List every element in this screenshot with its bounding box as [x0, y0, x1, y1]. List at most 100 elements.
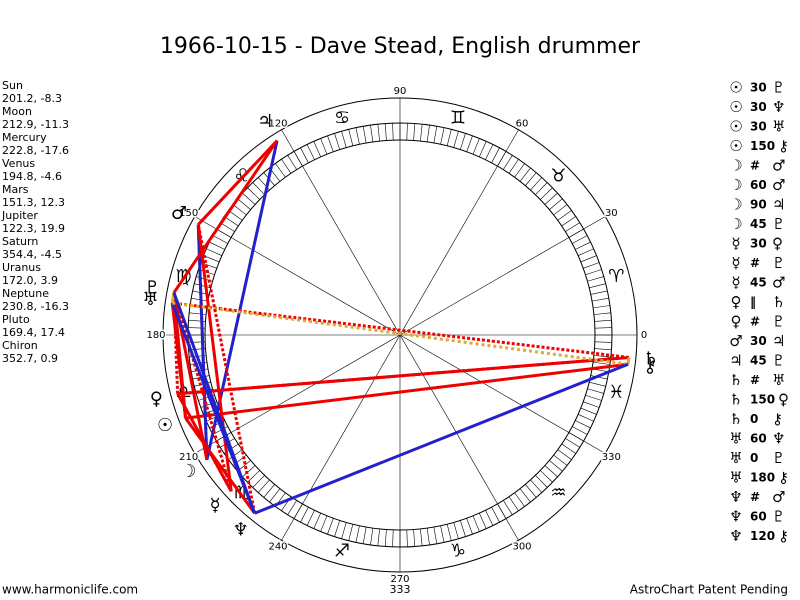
planet-position: 169.4, 17.4: [2, 326, 65, 339]
aspect-type: 180: [750, 471, 775, 485]
degree-label: 300: [512, 541, 531, 552]
band-tick: [479, 141, 487, 157]
planet-glyph: ♆: [233, 519, 249, 540]
aspect-planet-1: ♅: [729, 449, 742, 467]
band-tick: [348, 129, 354, 146]
aspect-type: 30: [750, 100, 767, 114]
band-tick: [530, 479, 543, 493]
band-tick: [503, 155, 513, 170]
band-tick: [263, 484, 275, 498]
band-tick: [544, 465, 558, 478]
band-tick: [306, 510, 315, 526]
sign-glyph: ♒: [550, 482, 566, 503]
band-tick: [530, 177, 543, 191]
band-tick: [300, 147, 309, 163]
band-tick: [426, 125, 430, 142]
wheel: 0306090120150180210240270300330♈♉♊♋♌♍♎♏♐…: [145, 85, 649, 587]
aspect-planet-1: ♀: [731, 293, 742, 311]
planet-position: 212.9, -11.3: [2, 118, 69, 131]
aspect-planet-2: ♂: [772, 274, 785, 292]
planet-name: Sun: [2, 79, 23, 92]
planet-glyph: ♄: [643, 349, 659, 370]
degree-label: 270: [390, 574, 409, 585]
planet-position: 352.7, 0.9: [2, 352, 58, 365]
radial-line: [399, 334, 519, 541]
band-tick: [580, 407, 597, 415]
aspect-line: [172, 139, 279, 294]
band-tick: [209, 241, 225, 250]
band-tick: [433, 526, 438, 544]
aspect-type: 60: [750, 510, 767, 524]
band-tick: [535, 475, 548, 488]
band-tick: [413, 123, 416, 141]
aspect-type: 0: [750, 451, 758, 465]
band-tick: [355, 525, 360, 543]
planet-name: Uranus: [2, 261, 41, 274]
band-tick: [557, 210, 572, 221]
aspect-planet-2: ♆: [772, 430, 785, 448]
band-tick: [306, 144, 315, 160]
band-tick: [575, 241, 591, 250]
aspect-planet-2: ⚷: [778, 527, 789, 545]
band-tick: [583, 262, 600, 269]
sign-glyph: ♐: [334, 540, 350, 561]
aspect-planet-2: ♇: [772, 313, 785, 331]
aspect-planet-2: ♇: [772, 79, 785, 97]
band-tick: [377, 124, 380, 142]
band-tick: [591, 297, 609, 302]
aspect-planet-1: ☉: [729, 98, 742, 116]
band-tick: [503, 500, 513, 515]
aspect-line: [196, 224, 209, 460]
band-tick: [508, 496, 519, 511]
band-tick: [459, 520, 466, 537]
band-tick: [355, 127, 360, 145]
band-tick: [466, 135, 473, 152]
aspect-type: 90: [750, 198, 767, 212]
aspect-type: 45: [750, 276, 767, 290]
footer-right: AstroChart Patent Pending: [630, 583, 788, 597]
aspect-planet-1: ☿: [731, 235, 740, 253]
band-tick: [370, 528, 374, 545]
band-tick: [453, 131, 459, 148]
band-tick: [544, 192, 558, 205]
aspect-line: [172, 301, 629, 366]
band-tick: [553, 204, 568, 216]
band-tick: [561, 443, 576, 454]
aspect-planet-1: ♃: [729, 352, 742, 370]
aspect-planet-1: ♆: [729, 508, 742, 526]
aspect-line: [196, 224, 233, 492]
degree-label: 240: [268, 541, 287, 552]
band-tick: [237, 198, 251, 210]
band-tick: [572, 235, 588, 244]
aspect-planet-2: ♀: [772, 235, 783, 253]
aspect-planet-1: ♂: [729, 332, 742, 350]
planet-name: Venus: [2, 157, 35, 170]
band-tick: [535, 182, 548, 195]
planet-glyph: ♂: [171, 203, 187, 224]
band-tick: [392, 123, 394, 141]
band-tick: [348, 524, 354, 541]
band-tick: [362, 526, 367, 544]
planet-name: Mercury: [2, 131, 47, 144]
band-tick: [287, 500, 297, 515]
aspect-planet-2: ⚷: [778, 469, 789, 487]
aspect-type: 30: [750, 237, 767, 251]
aspect-line: [626, 357, 631, 365]
aspect-planet-2: ♇: [772, 352, 785, 370]
band-tick: [593, 305, 610, 309]
band-tick: [491, 147, 500, 163]
planet-position: 194.8, -4.6: [2, 170, 62, 183]
aspect-planet-1: ♆: [729, 488, 742, 506]
degree-label: 120: [268, 119, 287, 130]
planet-position: 222.8, -17.6: [2, 144, 69, 157]
aspect-planet-2: ♅: [772, 118, 785, 136]
planet-glyph: ♀: [150, 388, 163, 409]
planet-glyph: ☽: [180, 461, 196, 482]
band-tick: [275, 163, 286, 178]
aspect-planet-2: ♃: [772, 332, 785, 350]
aspect-planet-2: ♂: [772, 157, 785, 175]
band-tick: [565, 438, 580, 448]
band-tick: [585, 394, 602, 401]
band-tick: [549, 198, 563, 210]
